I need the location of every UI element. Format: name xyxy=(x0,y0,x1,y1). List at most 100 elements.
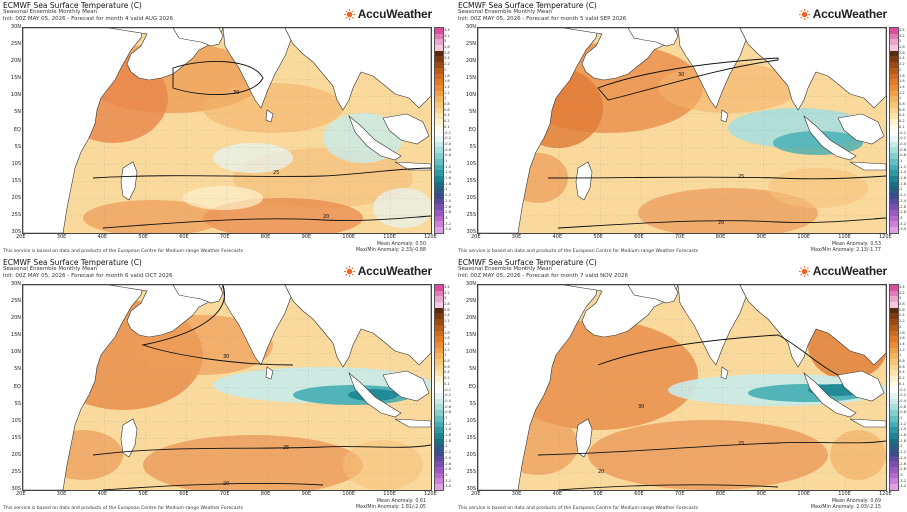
anomaly-region xyxy=(658,63,798,113)
colorbar-tick: -0.6 xyxy=(899,404,907,409)
colorbar-tick: 3 xyxy=(899,39,902,44)
colorbar-swatch xyxy=(435,461,443,467)
colorbar-swatch xyxy=(890,192,898,199)
mean-anomaly: Mean Anomaly: 0.53 xyxy=(831,242,881,247)
lon-label: 60E xyxy=(634,491,644,497)
colorbar-tick: 3.2 xyxy=(899,33,905,38)
colorbar-swatch xyxy=(435,438,443,445)
panel-init-line: Init: 00Z MAY 05, 2026 - Forecast for mo… xyxy=(3,273,173,279)
colorbar-swatch xyxy=(435,96,443,102)
colorbar-swatch xyxy=(435,141,443,148)
colorbar-tick: -0.6 xyxy=(444,404,452,409)
accuweather-logo: AccuWeather xyxy=(798,264,887,278)
colorbar-swatch xyxy=(890,376,898,382)
accuweather-logo: AccuWeather xyxy=(798,7,887,21)
lat-label: 20N xyxy=(465,58,476,65)
isotherm-label: 20 xyxy=(223,481,229,487)
colorbar-swatch xyxy=(890,73,898,80)
colorbar-swatch xyxy=(435,56,443,63)
colorbar-tick: -0.6 xyxy=(899,147,907,152)
isotherm-label: 20 xyxy=(598,469,604,475)
colorbar-swatch xyxy=(890,381,898,388)
isotherm-contours xyxy=(92,285,431,490)
isotherm-label: 25 xyxy=(738,174,744,180)
lon-label: 60E xyxy=(179,491,189,497)
forecast-panel-sep: ECMWF Sea Surface Temperature (C) Season… xyxy=(455,0,907,255)
colorbar-swatch xyxy=(435,50,443,57)
colorbar-swatch xyxy=(890,313,898,320)
colorbar-swatch xyxy=(890,484,898,490)
colorbar-tick: 0.2 xyxy=(899,376,905,381)
colorbar-tick: -0.2 xyxy=(899,393,907,398)
lat-label: 20S xyxy=(11,451,21,458)
colorbar-tick: -1.2 xyxy=(899,421,907,426)
colorbar-swatch xyxy=(890,62,898,68)
colorbar-swatch xyxy=(890,158,898,165)
colorbar-swatch xyxy=(435,376,443,382)
colorbar-tick: 0.6 xyxy=(444,364,450,369)
colorbar-swatch xyxy=(890,141,898,148)
colorbar-swatch xyxy=(435,455,443,462)
colorbar-tick: -0.4 xyxy=(899,398,907,403)
anomaly-region xyxy=(83,200,223,233)
land-shape xyxy=(23,28,144,233)
colorbar-tick: -0.2 xyxy=(899,136,907,141)
lon-label: 100E xyxy=(797,234,811,240)
colorbar-swatch xyxy=(435,290,443,297)
colorbar-swatch xyxy=(435,410,443,416)
colorbar-swatch xyxy=(890,101,898,108)
panel-subtitle: Seasonal Ensemble Monthly Mean xyxy=(3,266,98,272)
forecast-panel-aug: ECMWF Sea Surface Temperature (C) Season… xyxy=(0,0,452,255)
colorbar-swatch xyxy=(435,313,443,320)
colorbar-tick: -3 xyxy=(444,215,448,220)
colorbar-tick: -1.4 xyxy=(444,427,452,432)
colorbar-swatch xyxy=(435,387,443,394)
lat-label: 5N xyxy=(14,366,21,373)
landmass xyxy=(23,285,431,490)
land-shape xyxy=(265,109,274,123)
colorbar-tick: 1 xyxy=(444,96,447,101)
colorbar-swatch xyxy=(890,324,898,331)
lat-label: 30N xyxy=(10,281,21,287)
colorbar-swatch xyxy=(890,472,898,479)
colorbar-swatch xyxy=(435,107,443,114)
colorbar-swatch xyxy=(890,124,898,131)
colorbar-tick: 1.2 xyxy=(899,90,905,95)
lat-label: EQ xyxy=(468,126,476,133)
lon-label: 40E xyxy=(552,491,563,497)
colorbar-tick: 1.6 xyxy=(899,79,905,84)
lon-label: 100E xyxy=(342,234,356,240)
colorbar-tick: -3.2 xyxy=(444,221,452,226)
colorbar-swatch xyxy=(435,324,443,331)
isotherm-label: 25 xyxy=(283,445,289,451)
colorbar-tick: 0.6 xyxy=(899,107,905,112)
colorbar-tick: 2.4 xyxy=(444,313,450,318)
colorbar-swatch xyxy=(890,147,898,154)
colorbar-tick: 0.4 xyxy=(444,113,450,118)
colorbar-tick: 2.6 xyxy=(444,307,450,312)
isotherm-label: 30 xyxy=(233,90,239,96)
colorbar-tick: 2 xyxy=(444,324,447,329)
colorbar-swatch xyxy=(890,39,898,46)
colorbar-swatch xyxy=(435,215,443,222)
lat-label: 15S xyxy=(466,434,476,441)
panel-subtitle: Seasonal Ensemble Monthly Mean xyxy=(458,9,553,15)
colorbar-ticks: 3.4 3.2 3 2.8 2.6 2.4 2.2 2 1.8 1.6 1.4 1.2 1 0.8 0.6 0… xyxy=(444,284,454,489)
colorbar-tick: -2.6 xyxy=(899,461,907,466)
colorbar-tick: -2.4 xyxy=(444,198,452,203)
colorbar-tick: 2.8 xyxy=(899,45,905,50)
colorbar-swatch xyxy=(890,136,898,142)
colorbar-swatch xyxy=(435,296,443,303)
colorbar-swatch xyxy=(890,119,898,125)
lat-label: EQ xyxy=(13,126,21,133)
anomaly-region xyxy=(373,188,431,228)
colorbar-swatch xyxy=(435,39,443,46)
colorbar-swatch xyxy=(890,330,898,337)
panel-footer: This service is based on data and produc… xyxy=(0,499,452,512)
isotherm-line xyxy=(141,285,294,366)
colorbar-tick: 1.4 xyxy=(899,341,905,346)
anomaly-region xyxy=(768,168,868,208)
colorbar-swatch xyxy=(890,398,898,405)
colorbar xyxy=(434,27,444,234)
lat-label: 5N xyxy=(469,366,476,373)
